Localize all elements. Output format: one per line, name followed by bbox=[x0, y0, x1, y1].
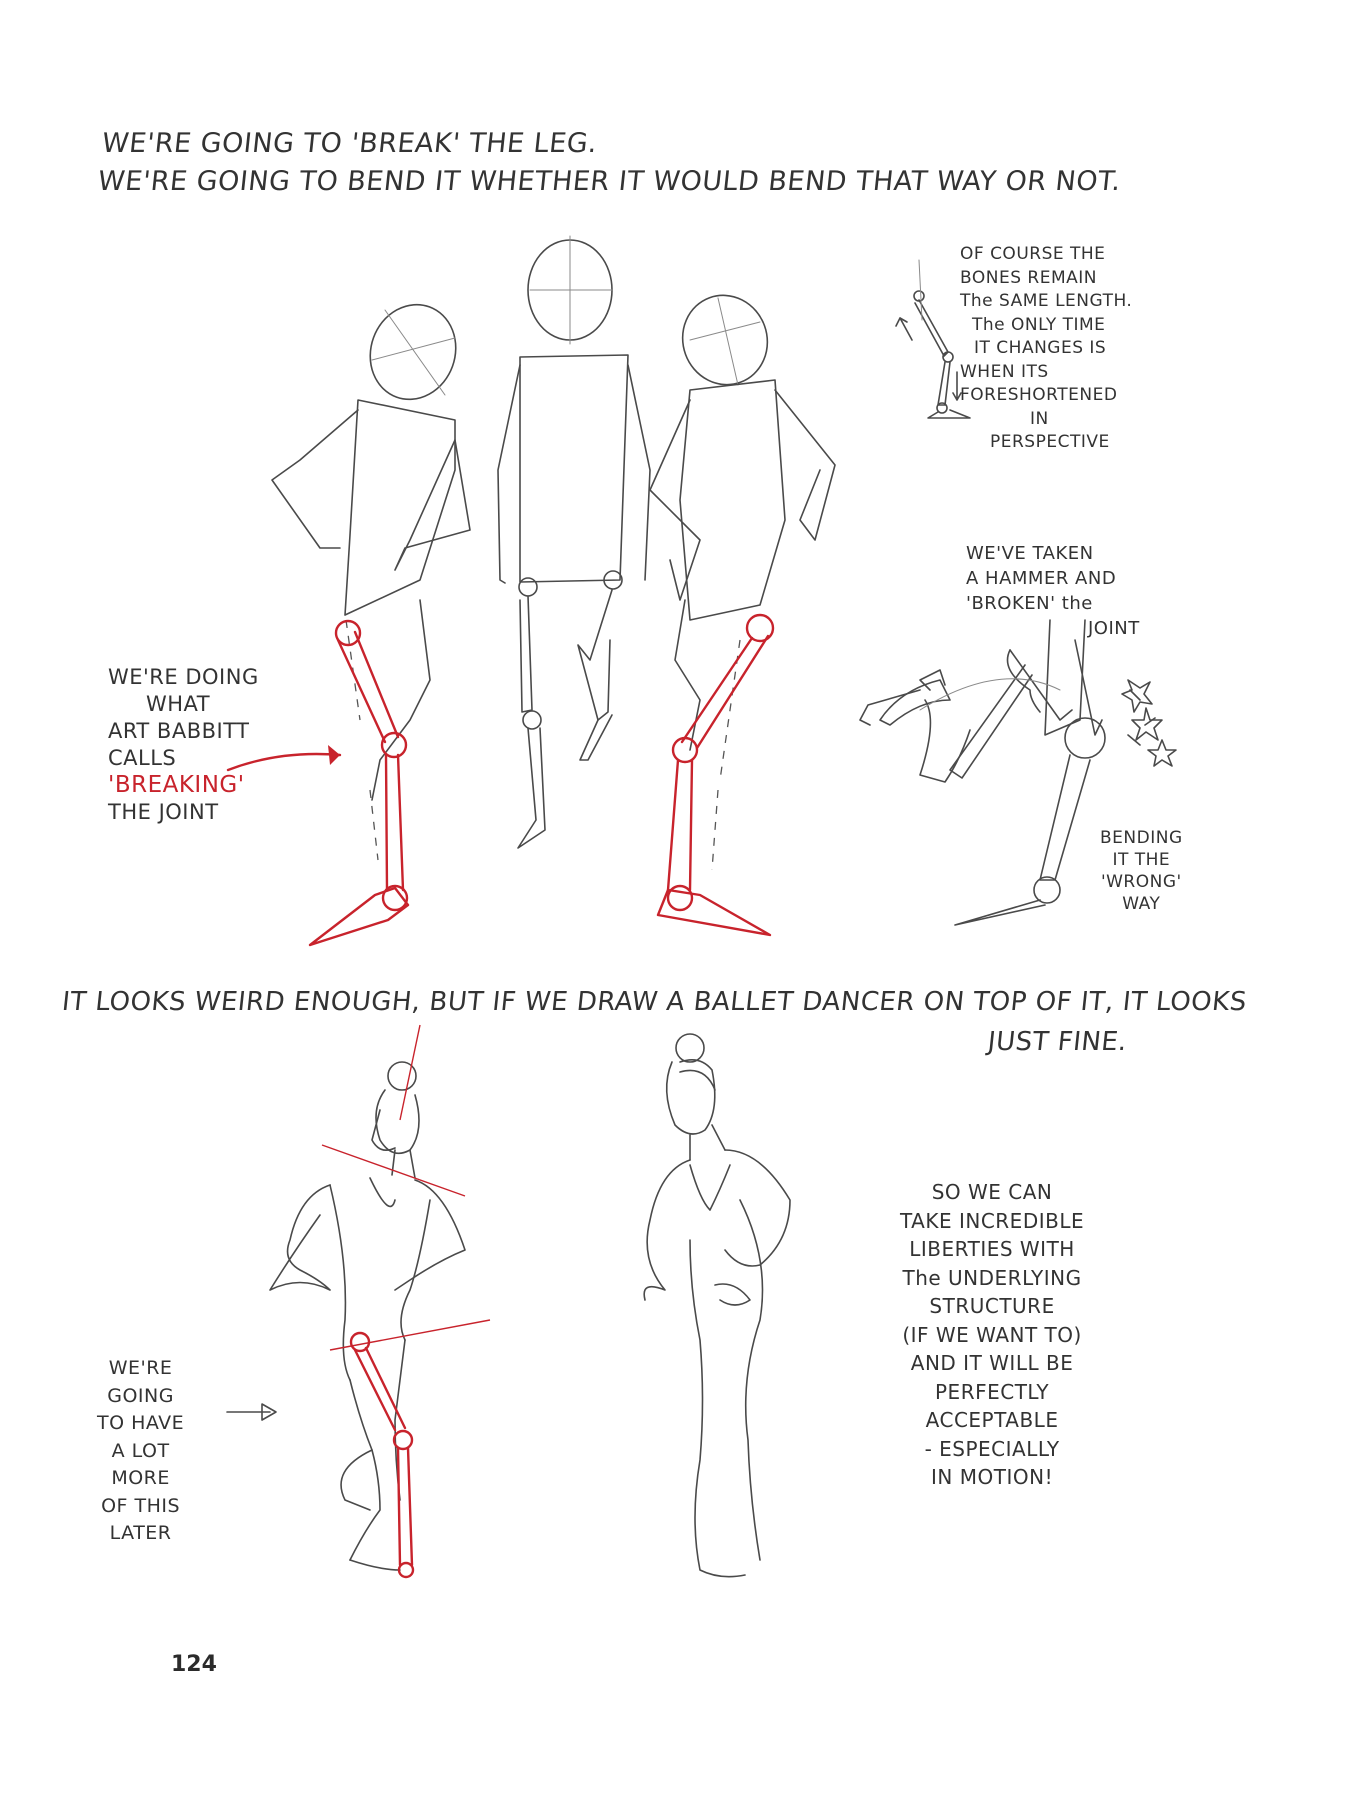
hammer-note: WE'VE TAKEN A HAMMER AND 'BROKEN' the JO… bbox=[966, 541, 1140, 641]
wrong-way-note: BENDING IT THE 'WRONG' WAY bbox=[1100, 827, 1183, 915]
wrong-way-line: IT THE bbox=[1112, 850, 1171, 870]
liberties-line: (IF WE WANT TO) bbox=[902, 1322, 1082, 1347]
figure-right-red-leg bbox=[656, 613, 775, 937]
hammer-note-line: 'BROKEN' the bbox=[966, 593, 1093, 614]
liberties-line: STRUCTURE bbox=[929, 1294, 1055, 1318]
figure-right-broken-leg bbox=[649, 294, 836, 871]
later-line: LATER bbox=[109, 1522, 172, 1544]
mid-caption-line-1: IT LOOKS WEIRD ENOUGH, BUT IF WE DRAW A … bbox=[60, 987, 1249, 1017]
wrong-way-line: BENDING bbox=[1100, 828, 1183, 848]
hammer-note-line: A HAMMER AND bbox=[966, 568, 1117, 589]
liberties-line: SO WE CAN bbox=[931, 1180, 1053, 1204]
liberties-line: TAKE INCREDIBLE bbox=[900, 1208, 1085, 1233]
more-later-note: WE'RE GOING TO HAVE A LOT MORE OF THIS L… bbox=[97, 1355, 184, 1548]
breaking-note-line: ART BABBITT bbox=[108, 719, 250, 743]
arrow-to-dancer bbox=[226, 1403, 277, 1421]
figure-left-broken-leg bbox=[271, 303, 471, 861]
dancer-right bbox=[643, 1033, 791, 1578]
bones-note-line: BONES REMAIN bbox=[960, 267, 1097, 288]
liberties-line: ACCEPTABLE bbox=[925, 1408, 1059, 1432]
bones-note-line: FORESHORTENED bbox=[960, 385, 1118, 405]
mid-caption-line-2: JUST FINE. bbox=[986, 1027, 1129, 1057]
later-line: A LOT bbox=[111, 1439, 170, 1462]
hammer-note-line: WE'VE TAKEN bbox=[966, 543, 1094, 564]
liberties-note: SO WE CAN TAKE INCREDIBLE LIBERTIES WITH… bbox=[900, 1178, 1084, 1492]
bones-note-line: IN bbox=[1030, 408, 1049, 429]
headline-line-2: WE'RE GOING TO BEND IT WHETHER IT WOULD … bbox=[96, 166, 1123, 197]
figure-left-red-leg bbox=[308, 619, 410, 947]
page-headline: WE'RE GOING TO 'BREAK' THE LEG. WE'RE GO… bbox=[96, 125, 1127, 201]
bones-note-line: PERSPECTIVE bbox=[990, 432, 1110, 452]
bones-note-line: IT CHANGES IS bbox=[974, 338, 1107, 358]
arrow-to-knee bbox=[226, 745, 342, 772]
wrong-way-line: WAY bbox=[1122, 894, 1161, 914]
bones-diagram bbox=[895, 259, 971, 419]
figure-center-stick bbox=[497, 235, 651, 849]
breaking-note-line: WHAT bbox=[146, 692, 211, 716]
breaking-highlight: 'BREAKING' bbox=[108, 772, 245, 798]
liberties-line: LIBERTIES WITH bbox=[909, 1237, 1075, 1261]
dancer-left bbox=[269, 1024, 491, 1579]
liberties-line: - ESPECIALLY bbox=[924, 1436, 1060, 1461]
breaking-note-line: CALLS bbox=[108, 746, 177, 770]
liberties-line: IN MOTION! bbox=[931, 1465, 1054, 1489]
bones-note: OF COURSE THE BONES REMAIN The SAME LENG… bbox=[960, 243, 1132, 455]
hammer-and-knee bbox=[859, 619, 1177, 926]
hammer-note-line: JOINT bbox=[1088, 618, 1140, 639]
later-line: WE'RE bbox=[108, 1357, 173, 1379]
later-line: OF THIS bbox=[101, 1494, 181, 1517]
later-line: MORE bbox=[111, 1467, 170, 1489]
wrong-way-line: 'WRONG' bbox=[1100, 872, 1182, 892]
later-line: GOING bbox=[107, 1384, 174, 1407]
bones-note-line: The SAME LENGTH. bbox=[960, 291, 1133, 311]
later-line: TO HAVE bbox=[97, 1412, 185, 1434]
breaking-joint-note: WE'RE DOING WHAT ART BABBITT CALLS 'BREA… bbox=[108, 664, 259, 826]
bones-note-line: The ONLY TIME bbox=[972, 314, 1106, 335]
bones-note-line: OF COURSE THE bbox=[960, 244, 1106, 264]
headline-line-1: WE'RE GOING TO 'BREAK' THE LEG. bbox=[100, 128, 599, 159]
mid-caption: IT LOOKS WEIRD ENOUGH, BUT IF WE DRAW A … bbox=[56, 982, 1249, 1062]
breaking-note-line: WE'RE DOING bbox=[108, 665, 259, 689]
breaking-note-line: THE JOINT bbox=[108, 800, 219, 824]
liberties-line: PERFECTLY bbox=[935, 1379, 1050, 1404]
bones-note-line: WHEN ITS bbox=[960, 361, 1049, 382]
liberties-line: The UNDERLYING bbox=[902, 1265, 1082, 1290]
liberties-line: AND IT WILL BE bbox=[910, 1351, 1074, 1375]
page-number: 124 bbox=[171, 1652, 217, 1677]
